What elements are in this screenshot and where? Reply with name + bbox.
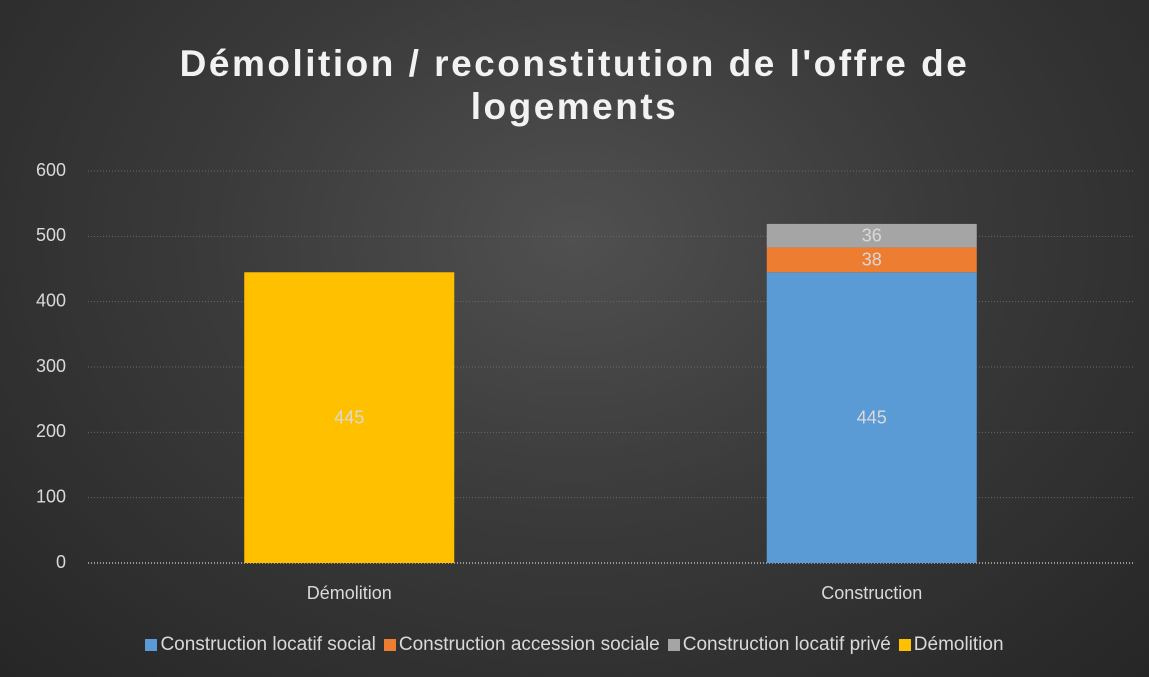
data-label: 38 (862, 250, 882, 270)
legend-swatch (145, 639, 158, 651)
y-tick-label: 0 (56, 552, 66, 572)
legend-swatch (383, 639, 396, 651)
legend-label: Construction locatif privé (682, 634, 891, 655)
bar-segment (766, 223, 977, 248)
data-label: 36 (862, 225, 882, 245)
y-tick-label: 500 (36, 225, 66, 245)
legend-item: Construction locatif privé (667, 634, 891, 656)
y-tick-label: 600 (36, 160, 66, 180)
bar-segment (244, 272, 455, 563)
legend-label: Construction accession sociale (398, 634, 660, 655)
legend-item: Construction accession sociale (383, 634, 660, 656)
legend-swatch (898, 639, 911, 651)
data-label: 445 (857, 407, 887, 427)
data-label: 445 (334, 407, 364, 427)
x-tick-label: Construction (821, 583, 922, 603)
legend-swatch (667, 639, 680, 651)
legend-label: Construction locatif social (160, 634, 376, 655)
y-tick-label: 200 (36, 421, 66, 441)
bar-segment (766, 247, 977, 273)
legend: Construction locatif social Construction … (0, 634, 1149, 656)
y-tick-label: 100 (36, 486, 66, 506)
legend-label: Démolition (913, 634, 1004, 655)
legend-item: Démolition (898, 634, 1004, 656)
bar-segment (766, 272, 977, 563)
y-tick-label: 400 (36, 290, 66, 310)
legend-item: Construction locatif social (145, 634, 376, 656)
y-tick-label: 300 (36, 356, 66, 376)
chart-title: Démolition / reconstitution de l'offre d… (179, 43, 970, 127)
x-tick-label: Démolition (307, 583, 392, 603)
